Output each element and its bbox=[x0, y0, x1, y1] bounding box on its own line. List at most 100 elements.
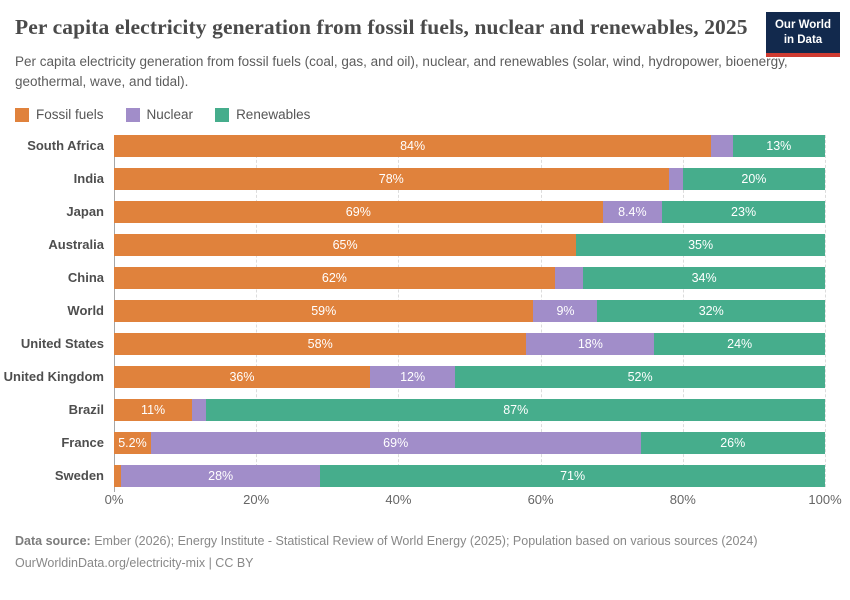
data-source-line: Data source: Ember (2026); Energy Instit… bbox=[15, 531, 835, 553]
x-tick-60: 60% bbox=[527, 492, 554, 508]
legend-label: Fossil fuels bbox=[36, 107, 104, 123]
bar-row-united-states: United States 58% 18% 24% bbox=[0, 333, 850, 356]
bar-row-india: India 78% 20% bbox=[0, 168, 850, 191]
bar-track: 84% 13% bbox=[114, 135, 825, 158]
bar-row-france: France 5.2% 69% 26% bbox=[0, 432, 850, 455]
bar-segment-fossil-fuels[interactable]: 65% bbox=[114, 234, 577, 257]
country-label-france: France bbox=[61, 435, 104, 451]
bar-value-label: 11% bbox=[141, 403, 166, 418]
bar-segment-renewables[interactable]: 34% bbox=[583, 267, 825, 290]
bar-segment-renewables[interactable]: 24% bbox=[654, 333, 825, 356]
owid-link-line[interactable]: OurWorldinData.org/electricity-mix | CC … bbox=[15, 556, 254, 571]
x-tick-40: 40% bbox=[385, 492, 412, 508]
bar-track: 59% 9% 32% bbox=[114, 300, 825, 323]
bar-track: 5.2% 69% 26% bbox=[114, 432, 825, 455]
bar-segment-fossil-fuels[interactable]: 5.2% bbox=[114, 432, 151, 455]
bar-segment-renewables[interactable]: 23% bbox=[662, 201, 825, 224]
country-label-australia: Australia bbox=[48, 237, 104, 253]
bar-segment-fossil-fuels[interactable] bbox=[114, 465, 122, 488]
bar-segment-fossil-fuels[interactable]: 78% bbox=[114, 168, 669, 191]
bar-segment-fossil-fuels[interactable]: 58% bbox=[114, 333, 527, 356]
legend-swatch-fossil-fuels bbox=[15, 107, 29, 122]
legend-label: Renewables bbox=[236, 107, 311, 123]
bar-segment-nuclear[interactable]: 69% bbox=[150, 432, 641, 455]
country-label-china: China bbox=[67, 270, 104, 286]
legend-swatch-renewables bbox=[215, 107, 230, 122]
bar-value-label: 69% bbox=[383, 436, 409, 451]
data-source-text: Ember (2026); Energy Institute - Statist… bbox=[90, 534, 758, 549]
bar-row-china: China 62% 34% bbox=[0, 267, 850, 290]
bar-segment-nuclear[interactable]: 8.4% bbox=[602, 201, 663, 224]
bar-segment-renewables[interactable]: 32% bbox=[597, 300, 825, 323]
x-tick-80: 80% bbox=[669, 492, 696, 508]
legend-swatch-nuclear bbox=[125, 107, 140, 122]
bar-row-world: World 59% 9% 32% bbox=[0, 300, 850, 323]
bar-value-label: 84% bbox=[400, 139, 426, 154]
bar-value-label: 20% bbox=[741, 172, 767, 187]
bar-row-japan: Japan 69% 8.4% 23% bbox=[0, 201, 850, 224]
bar-row-united-kingdom: United Kingdom 36% 12% 52% bbox=[0, 366, 850, 389]
bar-row-brazil: Brazil 11% 87% bbox=[0, 399, 850, 422]
bar-row-south-africa: South Africa 84% 13% bbox=[0, 135, 850, 158]
bar-track: 58% 18% 24% bbox=[114, 333, 825, 356]
bar-value-label: 35% bbox=[688, 238, 714, 253]
legend-item-fossil-fuels[interactable]: Fossil fuels bbox=[15, 107, 104, 122]
bar-segment-fossil-fuels[interactable]: 59% bbox=[114, 300, 534, 323]
page-title: Per capita electricity generation from f… bbox=[15, 15, 748, 39]
country-label-brazil: Brazil bbox=[68, 402, 104, 418]
bar-value-label: 23% bbox=[731, 205, 757, 220]
bar-value-label: 62% bbox=[321, 271, 347, 286]
country-label-united-states: United States bbox=[20, 336, 104, 352]
bar-segment-nuclear[interactable]: 12% bbox=[369, 366, 456, 389]
bar-value-label: 65% bbox=[332, 238, 358, 253]
bar-value-label: 24% bbox=[727, 337, 753, 352]
bar-value-label: 18% bbox=[577, 337, 603, 352]
bar-track: 36% 12% 52% bbox=[114, 366, 825, 389]
bar-track: 28% 71% bbox=[114, 465, 825, 488]
bar-segment-nuclear[interactable] bbox=[711, 135, 733, 158]
bar-segment-nuclear[interactable]: 9% bbox=[533, 300, 598, 323]
owid-logo[interactable]: Our World in Data bbox=[766, 12, 840, 57]
x-tick-20: 20% bbox=[243, 492, 270, 508]
country-label-world: World bbox=[67, 303, 104, 319]
bar-segment-renewables[interactable]: 52% bbox=[455, 366, 825, 389]
bar-segment-fossil-fuels[interactable]: 69% bbox=[114, 201, 603, 224]
bar-value-label: 32% bbox=[698, 304, 724, 319]
bar-value-label: 59% bbox=[311, 304, 337, 319]
legend-item-nuclear[interactable]: Nuclear bbox=[125, 107, 193, 122]
bar-segment-nuclear[interactable] bbox=[554, 267, 584, 290]
owid-logo-line1: Our World bbox=[774, 19, 831, 31]
owid-logo-line2: in Data bbox=[783, 33, 823, 46]
bar-rows: South Africa 84% 13% India 78% 20% Japan 69% 8.4… bbox=[0, 135, 850, 488]
bar-segment-renewables[interactable]: 20% bbox=[682, 168, 825, 191]
bar-value-label: 8.4% bbox=[618, 205, 647, 220]
bar-segment-renewables[interactable]: 26% bbox=[640, 432, 825, 455]
legend: Fossil fuels Nuclear Renewables bbox=[15, 107, 850, 122]
bar-segment-renewables[interactable]: 13% bbox=[732, 135, 825, 158]
bar-segment-nuclear[interactable] bbox=[192, 399, 207, 422]
bar-value-label: 12% bbox=[400, 370, 426, 385]
bar-segment-fossil-fuels[interactable]: 84% bbox=[114, 135, 712, 158]
data-source-label: Data source: bbox=[15, 534, 91, 549]
bar-value-label: 69% bbox=[345, 205, 371, 220]
bar-value-label: 36% bbox=[229, 370, 255, 385]
bar-track: 69% 8.4% 23% bbox=[114, 201, 825, 224]
chart-footer: Data source: Ember (2026); Energy Instit… bbox=[15, 531, 835, 575]
bar-segment-fossil-fuels[interactable]: 62% bbox=[114, 267, 555, 290]
bar-segment-renewables[interactable]: 35% bbox=[576, 234, 825, 257]
bar-segment-renewables[interactable]: 71% bbox=[320, 465, 825, 488]
bar-segment-renewables[interactable]: 87% bbox=[206, 399, 825, 422]
bar-value-label: 5.2% bbox=[118, 436, 147, 451]
bar-segment-nuclear[interactable]: 28% bbox=[121, 465, 321, 488]
bar-value-label: 52% bbox=[627, 370, 653, 385]
bar-segment-nuclear[interactable]: 18% bbox=[526, 333, 655, 356]
x-axis: 0% 20% 40% 60% 80% 100% bbox=[105, 487, 842, 509]
chart-header: Per capita electricity generation from f… bbox=[0, 0, 850, 92]
bar-segment-fossil-fuels[interactable]: 11% bbox=[114, 399, 193, 422]
bar-segment-fossil-fuels[interactable]: 36% bbox=[114, 366, 370, 389]
bar-value-label: 28% bbox=[208, 469, 234, 484]
legend-item-renewables[interactable]: Renewables bbox=[215, 107, 310, 122]
bar-value-label: 87% bbox=[503, 403, 529, 418]
bar-segment-nuclear[interactable] bbox=[668, 168, 683, 191]
